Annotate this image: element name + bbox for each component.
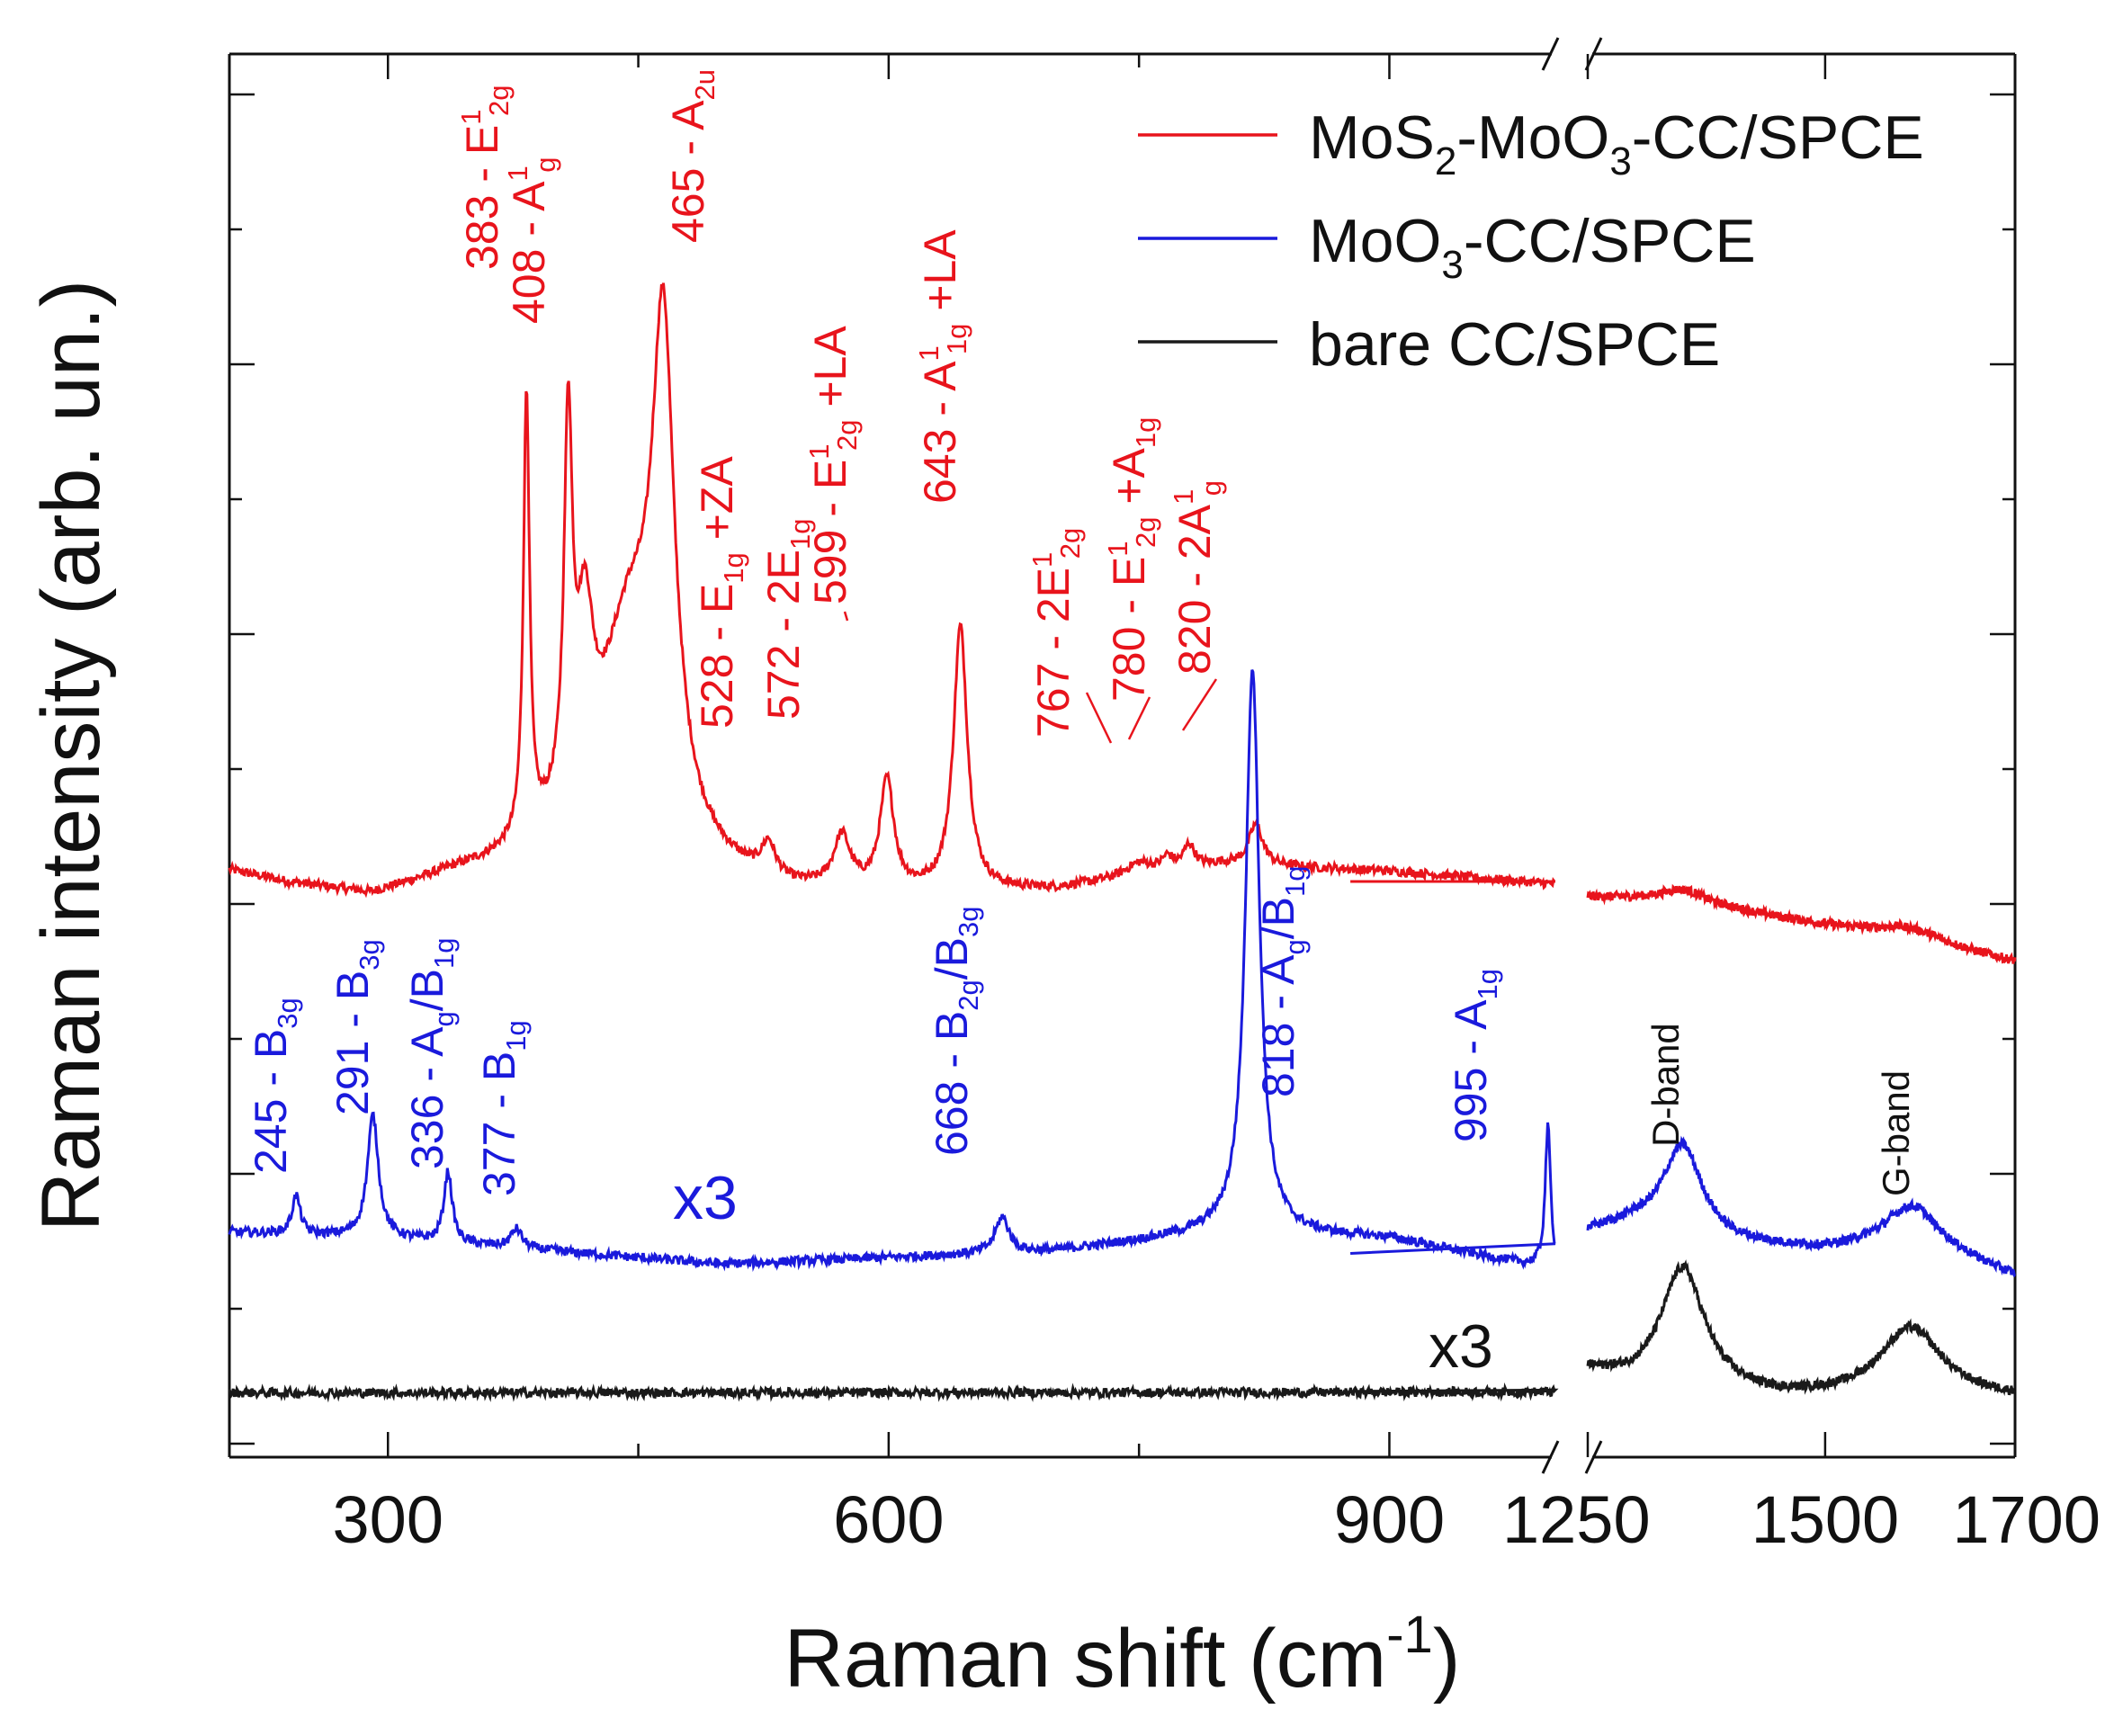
ticks-layer: 300 600 900 1250 1500 1700: [333, 54, 2101, 1557]
legend: MoS2-MoO3-CC/SPCE MoO3-CC/SPCE bare CC/SPC…: [1138, 103, 1924, 379]
axis-labels: Raman shift (cm-1) Raman intensity (arb. …: [25, 280, 1460, 1705]
series-line-moo3-part2: [1586, 1135, 2016, 1278]
x-tick-label: 600: [833, 1482, 944, 1557]
scale-label-blue: x3: [673, 1164, 738, 1232]
d-band-label: D-band: [1644, 1023, 1687, 1147]
leader-line: [1181, 678, 1218, 731]
x-tick-label: 900: [1334, 1482, 1445, 1557]
peak-label-red: 643 - A11g +LA: [913, 229, 972, 504]
axis-break-mark: [1541, 1440, 1560, 1474]
x-tick-label: 1500: [1751, 1482, 1900, 1557]
peak-label-red: 383 - E12g: [455, 85, 515, 270]
x-axis-label-main: Raman shift (cm: [784, 1613, 1387, 1705]
peak-label-red: 572 - 2E1g: [758, 519, 816, 720]
g-band-label: G-band: [1875, 1070, 1917, 1196]
leader-line: [843, 611, 849, 622]
x-axis-label: Raman shift (cm-1): [784, 1606, 1461, 1705]
scale-label-black: x3: [1429, 1312, 1493, 1381]
peak-label-blue: 245 - B3g: [246, 998, 303, 1174]
series-line-bare-part2: [1586, 1259, 2016, 1397]
series-line-moo3-part1: [228, 669, 1556, 1273]
peak-label-red: 820 - 2A1g: [1168, 480, 1227, 675]
series-line-bare-part1: [228, 1382, 1559, 1403]
peak-label-red: 599 - E12g +LA: [803, 326, 863, 604]
peak-label-blue: 291 - B3g: [327, 939, 385, 1115]
x-tick-label: 1250: [1502, 1482, 1651, 1557]
x-tick-label: 1700: [1952, 1482, 2101, 1557]
x-axis-label-close: ): [1433, 1613, 1461, 1705]
peak-label-blue: 995 - A1g: [1446, 969, 1503, 1142]
x-axis-label-sup: -1: [1386, 1606, 1433, 1664]
peak-label-blue: 336 - Ag/B1g: [402, 938, 460, 1169]
axis-break-mark: [1541, 37, 1560, 71]
axis-break-mark: [1584, 1440, 1603, 1474]
peak-label-blue: 668 - B2g/B3g: [927, 907, 984, 1156]
leader-line: [1085, 692, 1113, 744]
series-layer: [228, 282, 2017, 1403]
peak-label-red: 767 - 2E12g: [1026, 528, 1086, 738]
legend-label: MoO3-CC/SPCE: [1309, 207, 1756, 287]
peak-label-red: 408 - A1g: [502, 157, 561, 324]
series-line-mos2-moo3-part2: [1586, 883, 2017, 964]
series-line-mos2-moo3-part1: [228, 282, 1556, 899]
legend-label: bare CC/SPCE: [1309, 310, 1720, 379]
peak-label-red: 780 - E12g +A1g: [1102, 417, 1161, 702]
peak-label-blue: 818 - Ag/B1g: [1253, 866, 1311, 1097]
y-axis-label: Raman intensity (arb. un.): [25, 280, 117, 1231]
x-tick-label: 300: [333, 1482, 443, 1557]
plot-frame: [228, 37, 2017, 1474]
peak-label-blue: 377 - B1g: [474, 1020, 532, 1196]
peak-label-red: 528 - E1g +ZA: [692, 456, 749, 729]
legend-label: MoS2-MoO3-CC/SPCE: [1309, 103, 1924, 183]
leader-line: [1127, 696, 1151, 740]
peak-label-red: 465 - A2u: [663, 69, 721, 243]
